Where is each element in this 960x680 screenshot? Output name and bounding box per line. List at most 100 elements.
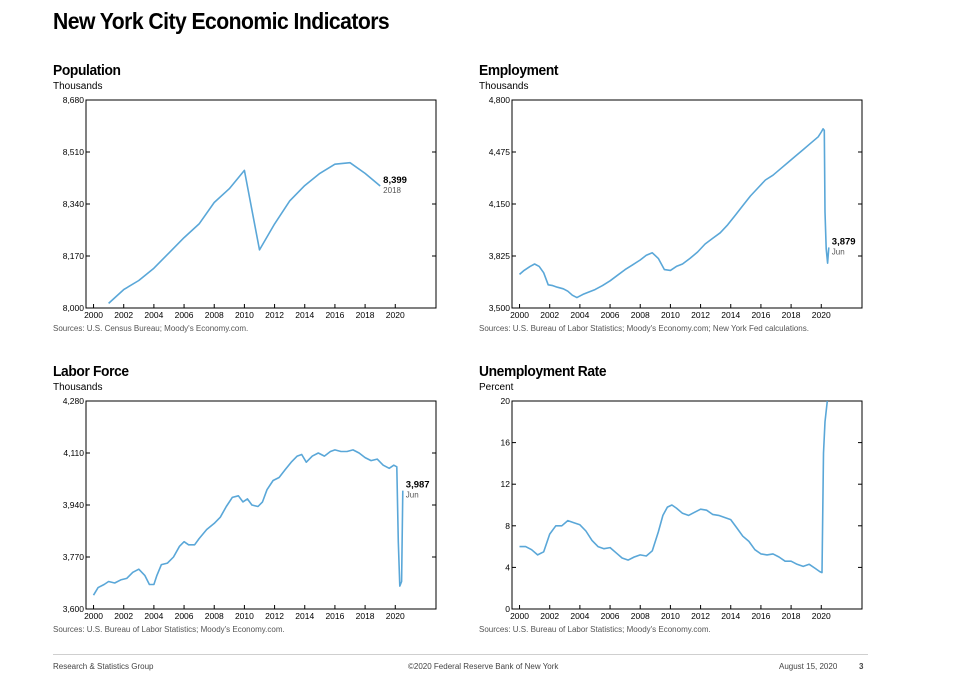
footer-copyright: ©2020 Federal Reserve Bank of New York — [408, 662, 559, 671]
x-tick-label: 2006 — [601, 310, 620, 320]
employment-chart: Employment Thousands 3,500 3,825 4,150 4,47… — [479, 62, 889, 347]
x-tick-label: 2004 — [144, 611, 163, 621]
x-tick-label: 2012 — [691, 611, 710, 621]
chart-plot: 0 4 8 12 16 20 2000 2002 2004 2006 2008 2010 2012 201… — [501, 396, 863, 621]
y-tick-label: 20 — [501, 396, 511, 406]
y-tick-label: 3,770 — [63, 552, 85, 562]
chart-title: Unemployment Rate — [479, 363, 607, 380]
x-tick-label: 2016 — [325, 611, 344, 621]
x-tick-label: 2008 — [205, 310, 224, 320]
series-line — [108, 161, 381, 304]
x-tick-label: 2020 — [386, 611, 405, 621]
chart-ylabel: Thousands — [53, 81, 103, 92]
chart-plot: 8,000 8,170 8,340 8,510 8,680 2000 2002 2004 200… — [63, 95, 437, 320]
footer-date: August 15, 2020 — [779, 662, 838, 671]
x-tick-label: 2010 — [661, 310, 680, 320]
x-tick-label: 2020 — [386, 310, 405, 320]
y-tick-label: 12 — [501, 479, 511, 489]
x-tick-label: 2008 — [631, 611, 650, 621]
plot-frame — [511, 400, 863, 610]
x-tick-label: 2000 — [510, 310, 529, 320]
x-tick-label: 2002 — [114, 611, 133, 621]
series-line — [92, 449, 404, 596]
x-tick-label: 2004 — [570, 611, 589, 621]
last-value-label: 3,987 — [406, 480, 430, 491]
y-tick-label: 4,475 — [489, 147, 511, 157]
x-tick-label: 2014 — [721, 611, 740, 621]
x-tick-label: 2020 — [812, 310, 831, 320]
series-line — [519, 400, 829, 574]
x-tick-label: 2018 — [356, 310, 375, 320]
x-tick-label: 2020 — [812, 611, 831, 621]
x-tick-label: 2000 — [84, 611, 103, 621]
plot-frame — [85, 400, 437, 610]
chart-plot: 3,600 3,770 3,940 4,110 4,280 2000 2002 2004 200… — [63, 396, 437, 621]
y-tick-label: 8,510 — [63, 147, 85, 157]
last-value-label: 8,399 — [383, 175, 407, 186]
y-tick-label: 8,000 — [63, 303, 85, 313]
y-tick-label: 8 — [505, 521, 510, 531]
x-tick-label: 2002 — [114, 310, 133, 320]
x-tick-label: 2006 — [601, 611, 620, 621]
y-tick-label: 4,800 — [489, 95, 511, 105]
x-tick-label: 2016 — [751, 310, 770, 320]
x-tick-label: 2002 — [540, 310, 559, 320]
y-tick-label: 8,680 — [63, 95, 85, 105]
population-chart: Population Thousands 8,000 8,170 8,340 8,51… — [53, 62, 463, 347]
y-tick-label: 0 — [505, 604, 510, 614]
plot-frame — [511, 99, 863, 309]
chart-source: Sources: U.S. Census Bureau; Moody's Eco… — [53, 324, 249, 333]
x-tick-label: 2008 — [631, 310, 650, 320]
x-tick-label: 2000 — [84, 310, 103, 320]
x-tick-label: 2010 — [661, 611, 680, 621]
unemployment-rate-chart: Unemployment Rate Percent 0 4 8 12 16 20 2000 2… — [479, 363, 889, 648]
x-tick-label: 2018 — [782, 310, 801, 320]
chart-title: Employment — [479, 62, 559, 79]
y-tick-label: 4,150 — [489, 199, 511, 209]
x-tick-label: 2006 — [175, 310, 194, 320]
y-tick-label: 4 — [505, 562, 510, 572]
footer-divider — [53, 654, 868, 655]
x-tick-label: 2012 — [265, 611, 284, 621]
last-value-date-label: Jun — [406, 491, 419, 500]
page-title: New York City Economic Indicators — [53, 8, 390, 34]
x-tick-label: 2010 — [235, 611, 254, 621]
x-tick-label: 2008 — [205, 611, 224, 621]
plot-frame — [85, 99, 437, 309]
chart-title: Population — [53, 62, 121, 79]
chart-ylabel: Thousands — [479, 81, 529, 92]
x-tick-label: 2018 — [356, 611, 375, 621]
x-tick-label: 2014 — [295, 611, 314, 621]
x-tick-label: 2016 — [325, 310, 344, 320]
chart-plot: 3,500 3,825 4,150 4,475 4,800 2000 2002 2004 200… — [489, 95, 863, 320]
chart-ylabel: Percent — [479, 382, 514, 393]
x-tick-label: 2018 — [782, 611, 801, 621]
y-tick-label: 3,500 — [489, 303, 511, 313]
x-tick-label: 2000 — [510, 611, 529, 621]
x-tick-label: 2006 — [175, 611, 194, 621]
footer-page-number: 3 — [859, 662, 864, 671]
x-tick-label: 2002 — [540, 611, 559, 621]
footer-group-name: Research & Statistics Group — [53, 662, 154, 671]
chart-source: Sources: U.S. Bureau of Labor Statistics… — [479, 625, 711, 634]
last-value-date-label: Jun — [832, 247, 845, 256]
x-tick-label: 2016 — [751, 611, 770, 621]
x-tick-label: 2012 — [265, 310, 284, 320]
y-tick-label: 8,340 — [63, 199, 85, 209]
y-tick-label: 3,600 — [63, 604, 85, 614]
y-tick-label: 16 — [501, 438, 511, 448]
chart-title: Labor Force — [53, 363, 129, 380]
chart-ylabel: Thousands — [53, 382, 103, 393]
chart-source: Sources: U.S. Bureau of Labor Statistics… — [53, 625, 285, 634]
x-tick-label: 2010 — [235, 310, 254, 320]
y-tick-label: 3,940 — [63, 500, 85, 510]
y-tick-label: 4,110 — [63, 448, 84, 458]
last-value-label: 3,879 — [832, 236, 856, 247]
y-tick-label: 3,825 — [489, 251, 511, 261]
x-tick-label: 2014 — [295, 310, 314, 320]
x-tick-label: 2004 — [570, 310, 589, 320]
x-tick-label: 2014 — [721, 310, 740, 320]
labor-force-chart: Labor Force Thousands 3,600 3,770 3,940 4,1… — [53, 363, 463, 648]
y-tick-label: 8,170 — [63, 251, 85, 261]
x-tick-label: 2012 — [691, 310, 710, 320]
